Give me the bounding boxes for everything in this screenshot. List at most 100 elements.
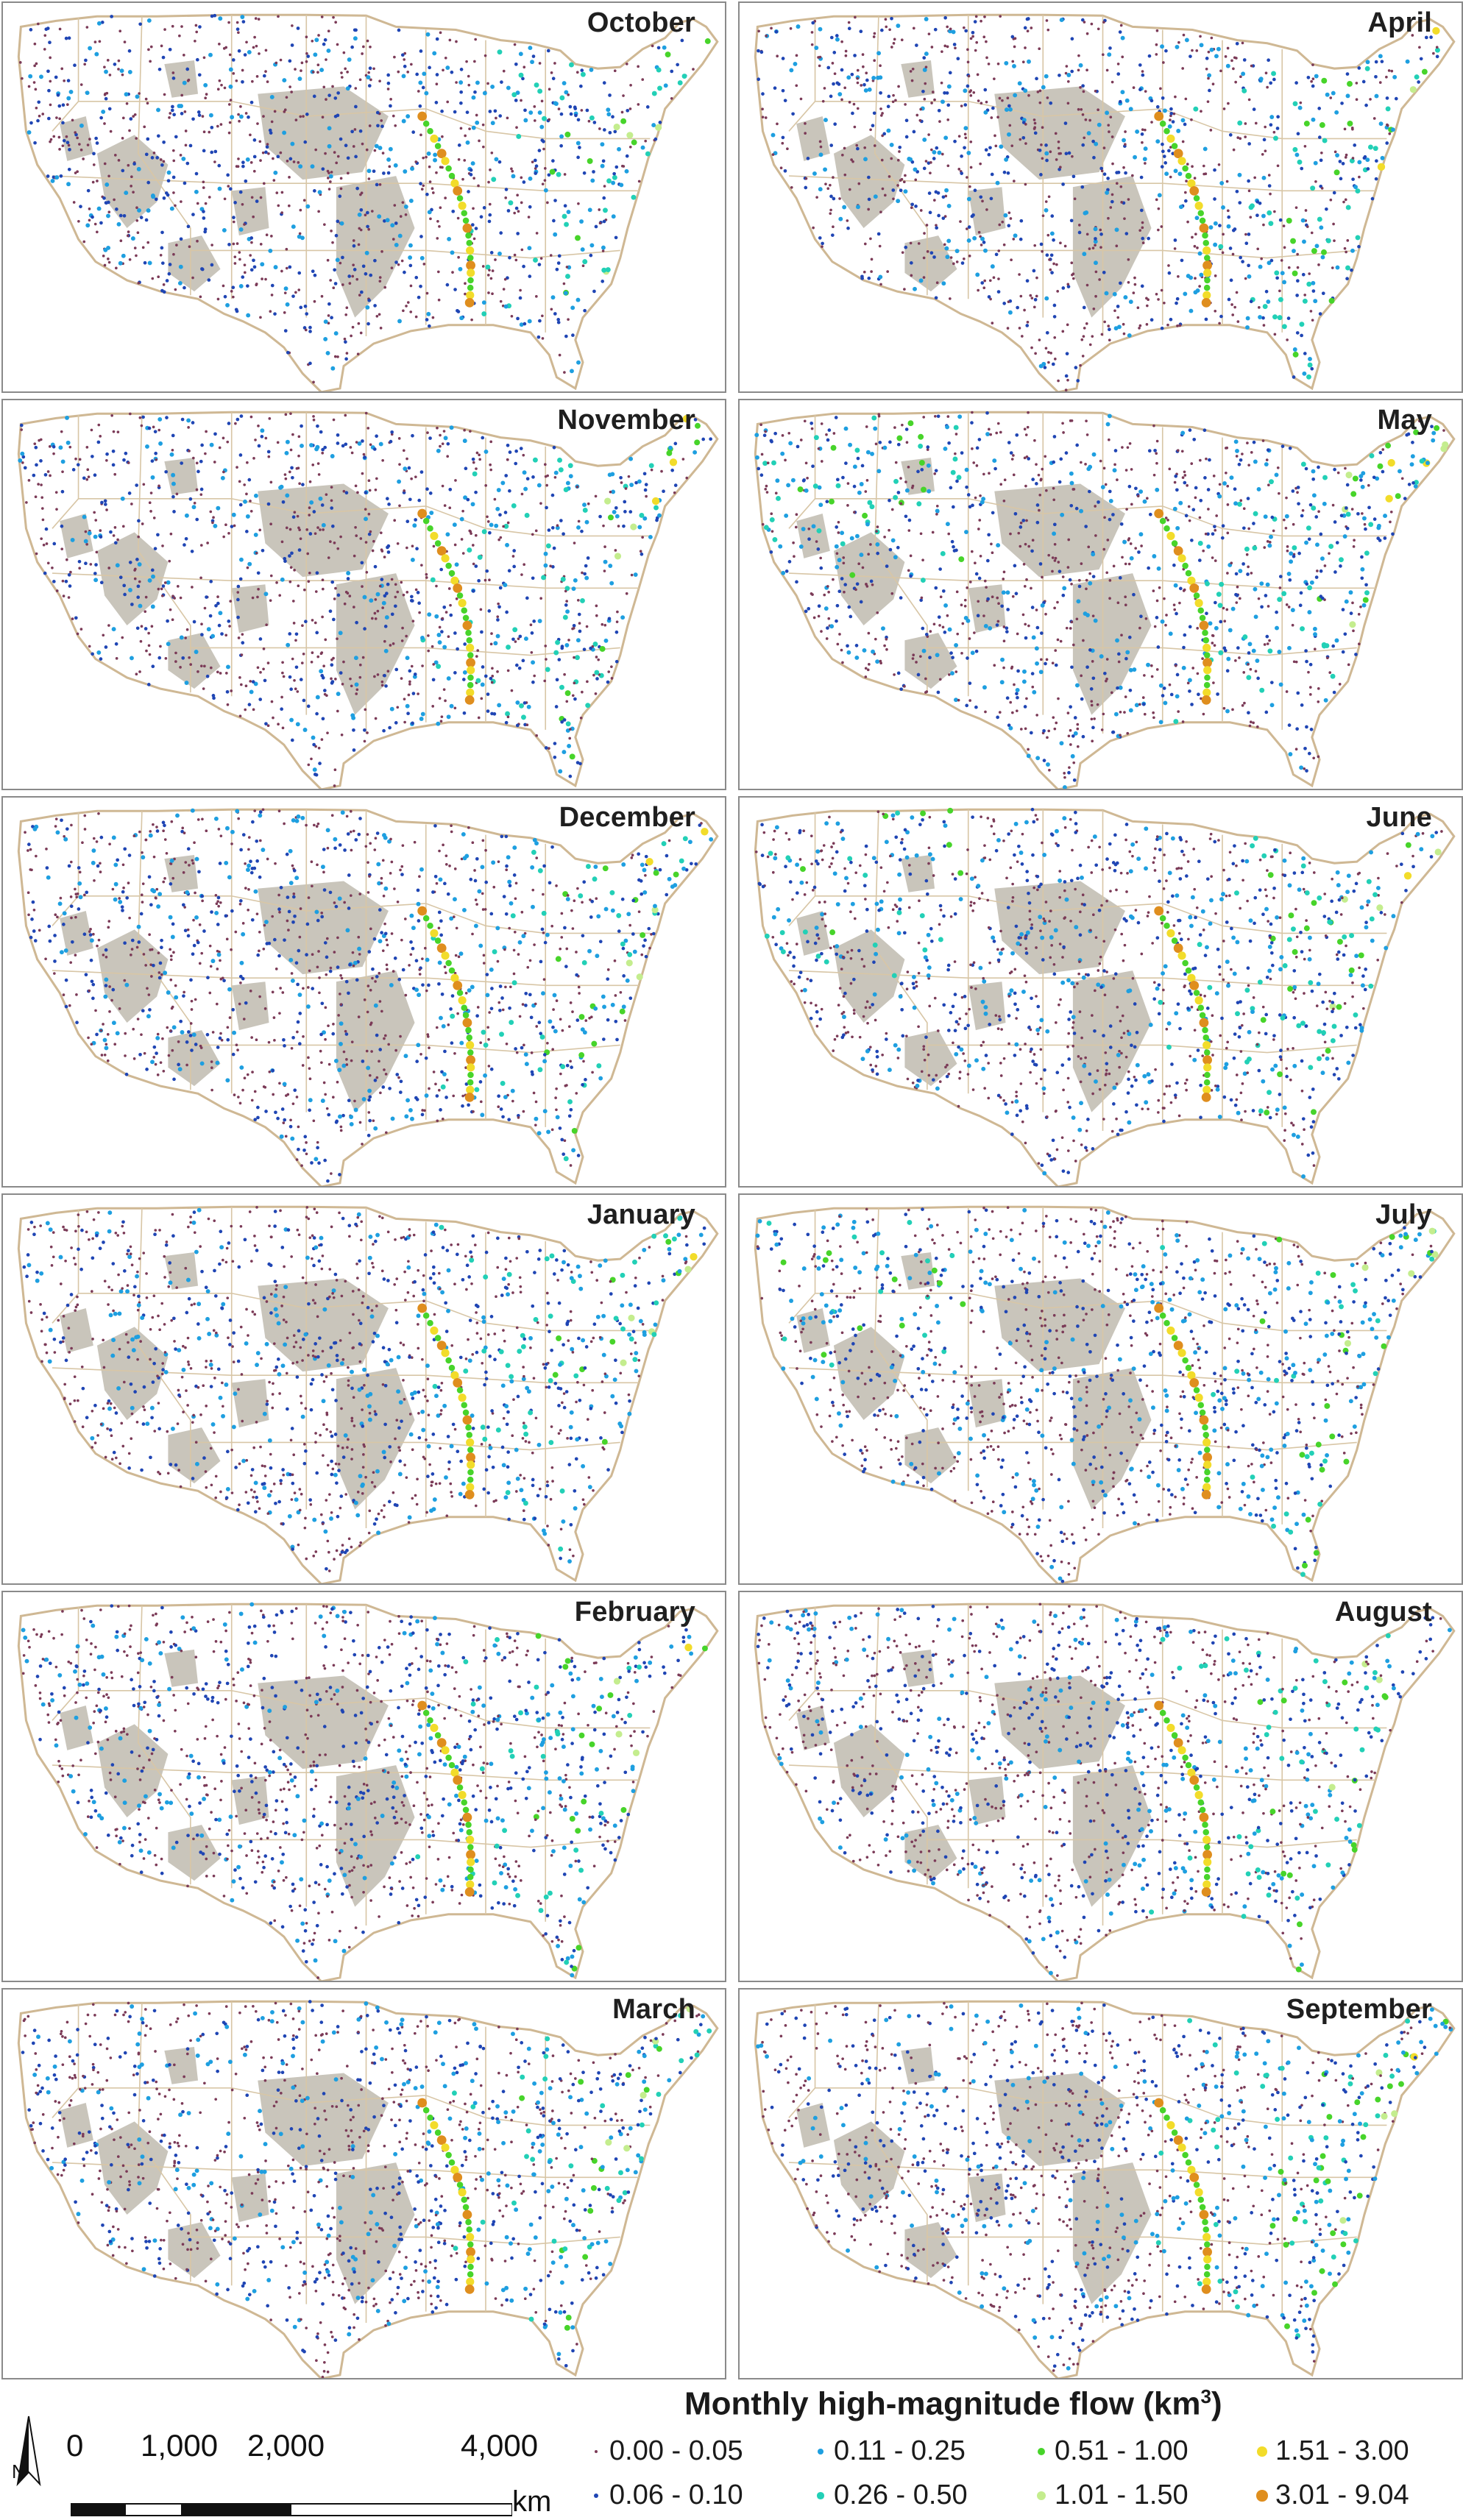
map-panel-october: October (1, 1, 726, 393)
gauge-point (1261, 214, 1266, 219)
gauge-point (999, 97, 1002, 100)
gauge-point (297, 77, 302, 81)
gauge-point (200, 622, 203, 625)
gauge-point (865, 522, 870, 527)
gauge-point (1292, 147, 1297, 152)
gauge-point (1247, 464, 1250, 466)
gauge-point (796, 54, 798, 57)
gauge-point (381, 681, 384, 684)
gauge-point (271, 121, 274, 124)
gauge-point (1273, 131, 1276, 134)
gauge-point (682, 458, 685, 461)
gauge-point (1236, 42, 1239, 46)
gauge-point (1177, 41, 1180, 44)
gauge-point (901, 38, 904, 41)
gauge-point (52, 452, 55, 455)
gauge-point (1199, 499, 1202, 503)
gauge-point (1108, 46, 1112, 50)
gauge-point (1052, 716, 1055, 719)
gauge-point (963, 258, 966, 260)
gauge-point (241, 80, 244, 84)
gauge-point (1207, 77, 1210, 80)
gauge-point (305, 52, 308, 55)
gauge-point (863, 271, 866, 274)
gauge-point (576, 298, 581, 302)
gauge-point (172, 191, 175, 194)
gauge-point (959, 220, 962, 223)
gauge-point (1344, 467, 1347, 470)
gauge-point (93, 473, 97, 477)
gauge-point (419, 235, 423, 238)
gauge-point (899, 596, 903, 600)
gauge-point (179, 265, 183, 269)
gauge-point (444, 504, 447, 507)
gauge-point (928, 656, 932, 659)
gauge-point (367, 299, 371, 302)
gauge-point (280, 211, 283, 214)
gauge-point (290, 466, 294, 469)
gauge-point (1360, 567, 1364, 572)
gauge-point (79, 205, 82, 208)
gauge-point (1048, 769, 1051, 772)
gauge-point (420, 636, 425, 640)
gauge-point (369, 530, 372, 533)
gauge-point (934, 28, 938, 32)
gauge-point (1304, 145, 1307, 148)
gauge-point (1346, 205, 1351, 210)
gauge-point (545, 484, 548, 487)
gauge-point (960, 155, 963, 158)
gauge-point (397, 542, 400, 545)
gauge-point (907, 529, 910, 532)
gauge-point (1375, 159, 1378, 163)
gauge-point (49, 141, 52, 143)
gauge-point (412, 523, 417, 528)
gauge-point (583, 309, 587, 313)
gauge-point (277, 205, 280, 207)
gauge-point (1159, 684, 1163, 688)
gauge-point (1044, 455, 1046, 458)
gauge-point (1003, 500, 1006, 503)
gauge-point (782, 89, 785, 93)
gauge-point (488, 531, 492, 535)
gauge-point (867, 208, 870, 211)
gauge-point (89, 563, 92, 566)
gauge-point (938, 567, 942, 571)
gauge-point (52, 135, 55, 138)
gauge-point (324, 38, 327, 42)
gauge-point (402, 309, 405, 312)
gauge-point (1178, 602, 1181, 605)
gauge-point (1098, 278, 1101, 281)
gauge-point (910, 261, 913, 265)
gauge-point (821, 422, 823, 425)
gauge-point (1191, 49, 1194, 52)
gauge-point (458, 158, 461, 161)
gauge-point (254, 439, 257, 441)
gauge-point (453, 631, 457, 635)
gauge-point (1024, 183, 1027, 186)
gauge-point (1007, 96, 1010, 99)
gauge-point (551, 526, 555, 530)
gauge-point (238, 636, 241, 639)
gauge-point (267, 455, 270, 458)
gauge-point (514, 63, 518, 66)
gauge-point (1267, 58, 1270, 62)
gauge-point (180, 636, 184, 640)
gauge-point (1310, 185, 1315, 191)
gauge-point (1114, 449, 1118, 452)
gauge-point (906, 441, 909, 444)
gauge-point (1062, 575, 1065, 578)
gauge-point (1176, 673, 1180, 677)
gauge-point (56, 589, 59, 592)
gauge-point (1158, 586, 1161, 589)
gauge-point (976, 447, 980, 450)
gauge-point (904, 480, 907, 483)
gauge-point (414, 518, 417, 522)
gauge-point (1288, 606, 1291, 608)
gauge-point (280, 578, 285, 582)
gauge-point (175, 244, 178, 246)
gauge-point (520, 447, 523, 450)
gauge-point (1138, 327, 1141, 330)
gauge-point (543, 564, 548, 568)
gauge-point (249, 236, 253, 240)
gauge-point (1166, 324, 1169, 327)
